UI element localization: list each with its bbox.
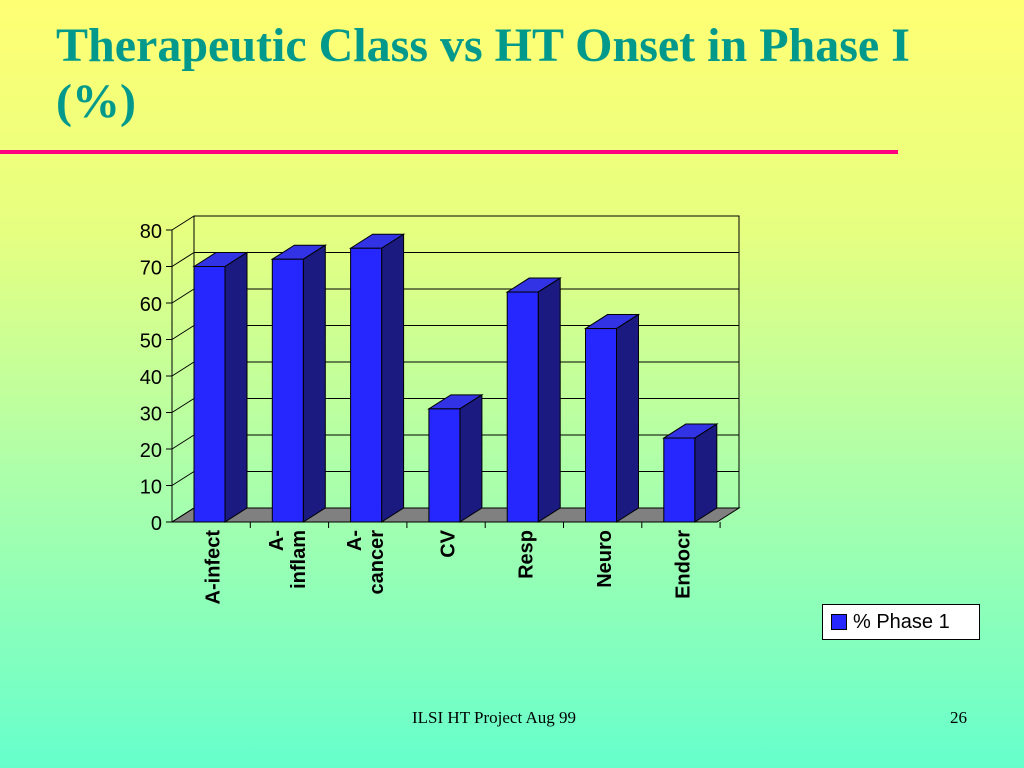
bar bbox=[506, 291, 539, 523]
y-tick-label: 80 bbox=[140, 221, 162, 243]
bar bbox=[350, 247, 383, 523]
x-tick-label: Endocr bbox=[672, 530, 694, 599]
bar-side bbox=[616, 313, 639, 523]
side-wall-line bbox=[171, 471, 195, 486]
y-tick-label: 20 bbox=[140, 440, 162, 462]
y-tick-label: 70 bbox=[140, 258, 162, 280]
title-divider bbox=[0, 150, 898, 154]
x-tick-label: CV bbox=[437, 529, 459, 557]
x-tick-label: Neuro bbox=[594, 530, 616, 588]
bar bbox=[193, 266, 226, 523]
bar bbox=[663, 437, 696, 523]
bar-side bbox=[381, 233, 405, 523]
x-tick-label: inflam bbox=[288, 530, 310, 589]
legend-label: % Phase 1 bbox=[853, 610, 950, 633]
y-tick-label: 30 bbox=[140, 404, 162, 426]
side-wall-line bbox=[171, 215, 195, 231]
x-tick-label: Resp bbox=[516, 530, 538, 579]
x-tick-label: A- bbox=[344, 530, 366, 551]
side-wall-line bbox=[171, 288, 195, 304]
side-wall-line bbox=[171, 434, 195, 450]
side-wall-line bbox=[171, 361, 195, 377]
chart-legend: % Phase 1 bbox=[822, 604, 980, 640]
y-tick-label: 40 bbox=[140, 367, 162, 389]
bar-side bbox=[224, 251, 248, 523]
bar-side bbox=[537, 277, 561, 523]
x-tick-label: A- bbox=[266, 530, 288, 551]
side-wall-line bbox=[171, 252, 195, 267]
bar-side bbox=[302, 244, 326, 523]
legend-swatch bbox=[831, 614, 847, 630]
page-title: Therapeutic Class vs HT Onset in Phase I… bbox=[56, 19, 910, 128]
side-wall-line bbox=[171, 398, 195, 413]
x-tick-label: A-infect bbox=[203, 530, 225, 605]
side-wall-line bbox=[171, 507, 195, 523]
footer-text: ILSI HT Project Aug 99 bbox=[412, 708, 577, 727]
bar bbox=[585, 328, 617, 523]
bar bbox=[428, 408, 461, 523]
y-tick-label: 10 bbox=[140, 477, 162, 499]
x-tick-label: cancer bbox=[366, 530, 388, 595]
y-tick-label: 60 bbox=[140, 294, 162, 316]
side-wall-line bbox=[171, 325, 195, 340]
bar-side bbox=[694, 423, 718, 523]
bar bbox=[271, 258, 304, 523]
y-tick-label: 0 bbox=[151, 513, 162, 535]
page-number: 26 bbox=[950, 708, 967, 727]
bar-side bbox=[459, 393, 483, 523]
y-tick-label: 50 bbox=[140, 331, 162, 353]
